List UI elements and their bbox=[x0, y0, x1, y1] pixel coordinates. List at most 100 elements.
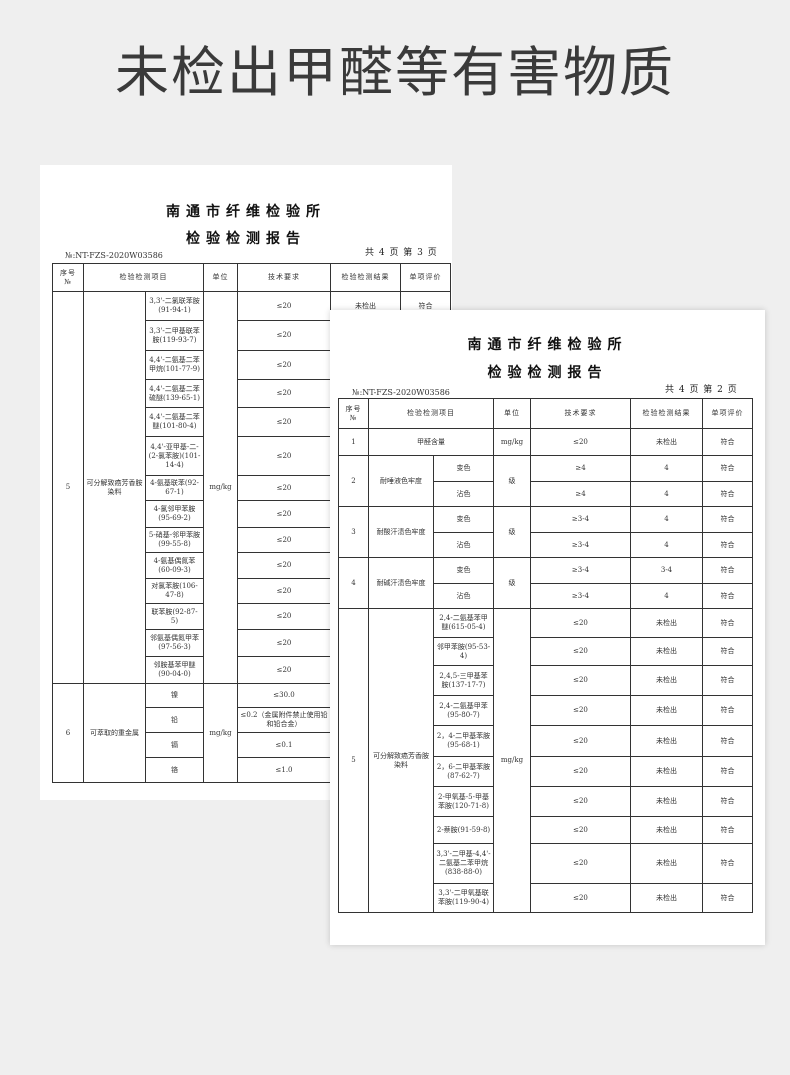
test-subitem-name: 沾色 bbox=[433, 532, 494, 558]
test-subitem-name: 3,3'-二氯联苯胺(91-94-1) bbox=[145, 291, 204, 321]
requirement: ≤1.0 bbox=[237, 757, 331, 783]
item-number: 3 bbox=[338, 506, 369, 558]
col-header-no: 序号 № bbox=[338, 398, 369, 429]
col-header-result: 检验检测结果 bbox=[630, 398, 703, 429]
requirement: ≤20 bbox=[237, 475, 331, 501]
requirement: ≤20 bbox=[237, 578, 331, 604]
requirement: ≤20 bbox=[237, 379, 331, 408]
requirement: ≤20 bbox=[237, 500, 331, 528]
test-subitem-name: 4,4'-亚甲基-二-(2-氯苯胺)(101-14-4) bbox=[145, 436, 204, 476]
test-subitem-name: 变色 bbox=[433, 506, 494, 533]
verdict: 符合 bbox=[702, 583, 753, 609]
requirement: ≤20 bbox=[237, 552, 331, 579]
report-number: №:NT-FZS-2020W03586 bbox=[65, 251, 163, 260]
requirement: ≥4 bbox=[530, 481, 631, 507]
page-count: 共 4 页 第 3 页 bbox=[365, 248, 438, 258]
requirement: ≤20 bbox=[237, 350, 331, 380]
requirement: ≤30.0 bbox=[237, 683, 331, 708]
test-item-name: 耐碱汗渍色牢度 bbox=[368, 557, 434, 609]
col-header-requirement: 技术要求 bbox=[530, 398, 631, 429]
requirement: ≤20 bbox=[237, 656, 331, 684]
verdict: 符合 bbox=[702, 786, 753, 817]
col-header-requirement: 技术要求 bbox=[237, 263, 331, 292]
result: 未检出 bbox=[630, 428, 703, 456]
test-item-name: 耐唾液色牢度 bbox=[368, 455, 434, 507]
requirement: ≤20 bbox=[530, 428, 631, 456]
test-subitem-name: 4-氯邻甲苯胺(95-69-2) bbox=[145, 500, 204, 528]
verdict: 符合 bbox=[702, 637, 753, 666]
page-count: 共 4 页 第 2 页 bbox=[665, 385, 738, 395]
test-subitem-name: 沾色 bbox=[433, 481, 494, 507]
requirement: ≤20 bbox=[530, 756, 631, 787]
verdict: 符合 bbox=[702, 481, 753, 507]
page-headline: 未检出甲醛等有害物质 bbox=[115, 41, 675, 104]
result: 未检出 bbox=[630, 695, 703, 726]
test-item-name: 可分解致癌芳香胺染料 bbox=[83, 291, 146, 684]
result: 未检出 bbox=[630, 883, 703, 913]
report-title: 检验检测报告 bbox=[487, 365, 608, 381]
test-item-name: 耐酸汗渍色牢度 bbox=[368, 506, 434, 558]
test-subitem-name: 变色 bbox=[433, 557, 494, 584]
test-subitem-name: 对氯苯胺(106-47-8) bbox=[145, 578, 204, 604]
requirement: ≤20 bbox=[237, 629, 331, 657]
result: 4 bbox=[630, 481, 703, 507]
test-subitem-name: 邻甲苯胺(95-53-4) bbox=[433, 637, 494, 666]
verdict: 符合 bbox=[702, 506, 753, 533]
table-row: 2-甲氧基-5-甲基苯胺(120-71-8) ≤20 未检出 符合 bbox=[339, 786, 753, 817]
requirement: ≤0.2（金属附件禁止使用铅和铅合金） bbox=[237, 707, 331, 733]
result: 未检出 bbox=[630, 786, 703, 817]
verdict: 符合 bbox=[702, 695, 753, 726]
col-header-result: 检验检测结果 bbox=[330, 263, 401, 292]
requirement: ≤20 bbox=[237, 291, 331, 321]
test-subitem-name: 2-甲氧基-5-甲基苯胺(120-71-8) bbox=[433, 786, 494, 817]
test-subitem-name: 4-氨基联苯(92-67-1) bbox=[145, 475, 204, 501]
test-item-name: 可萃取的重金属 bbox=[83, 683, 146, 783]
item-number: 6 bbox=[52, 683, 84, 783]
test-subitem-name: 2,4,5-三甲基苯胺(137-17-7) bbox=[433, 665, 494, 696]
result: 未检出 bbox=[630, 816, 703, 844]
requirement: ≤0.1 bbox=[237, 732, 331, 758]
requirement: ≤20 bbox=[530, 665, 631, 696]
test-subitem-name: 邻氨基偶氮甲苯(97-56-3) bbox=[145, 629, 204, 657]
header-row: 序号 № 检验检测项目 单位 技术要求 检验检测结果 单项评价 bbox=[338, 398, 753, 429]
verdict: 符合 bbox=[702, 428, 753, 456]
test-subitem-name: 4,4'-二氨基二苯甲烷(101-77-9) bbox=[145, 350, 204, 380]
requirement: ≤20 bbox=[530, 816, 631, 844]
test-subitem-name: 4,4'-二氨基二苯醚(101-80-4) bbox=[145, 407, 204, 437]
verdict: 符合 bbox=[702, 608, 753, 638]
test-subitem-name: 沾色 bbox=[433, 583, 494, 609]
unit: mg/kg bbox=[203, 291, 238, 684]
requirement: ≤20 bbox=[237, 527, 331, 553]
verdict: 符合 bbox=[702, 557, 753, 584]
result: 未检出 bbox=[630, 665, 703, 696]
unit: 级 bbox=[493, 557, 531, 609]
verdict: 符合 bbox=[702, 455, 753, 482]
verdict: 符合 bbox=[702, 843, 753, 884]
test-subitem-name: 2,4-二氨基甲苯(95-80-7) bbox=[433, 695, 494, 726]
table-row: 5 可分解致癌芳香胺染料 2,4-二氨基苯甲醚(615-05-4) mg/kg ≤20 未… bbox=[338, 608, 753, 913]
verdict: 符合 bbox=[702, 665, 753, 696]
test-subitem-name: 3,3'-二甲基联苯胺(119-93-7) bbox=[145, 320, 204, 351]
requirement: ≤20 bbox=[237, 320, 331, 351]
table-row: 2，6-二甲基苯胺(87-62-7) ≤20 未检出 符合 bbox=[339, 756, 753, 787]
requirement: ≤20 bbox=[237, 407, 331, 437]
test-subitem-name: 2，6-二甲基苯胺(87-62-7) bbox=[433, 756, 494, 787]
result: 未检出 bbox=[630, 725, 703, 757]
test-subitem-name: 5-硝基-邻甲苯胺(99-55-8) bbox=[145, 527, 204, 553]
table-row: 4 耐碱汗渍色牢度 变色级 ≥3-4 3-4 符合 bbox=[338, 557, 753, 609]
test-item-name: 可分解致癌芳香胺染料 bbox=[368, 608, 434, 913]
requirement: ≥3-4 bbox=[530, 583, 631, 609]
item-number: 1 bbox=[338, 428, 369, 456]
item-number: 4 bbox=[338, 557, 369, 609]
result: 未检出 bbox=[630, 608, 703, 638]
requirement: ≤20 bbox=[530, 608, 631, 638]
verdict: 符合 bbox=[702, 883, 753, 913]
test-subitem-name: 2-萘胺(91-59-8) bbox=[433, 816, 494, 844]
result: 未检出 bbox=[630, 637, 703, 666]
test-subitem-name: 2，4-二甲基苯胺(95-68-1) bbox=[433, 725, 494, 757]
verdict: 符合 bbox=[702, 756, 753, 787]
unit: mg/kg bbox=[203, 683, 238, 783]
test-subitem-name: 4-氨基偶氮苯(60-09-3) bbox=[145, 552, 204, 579]
table-row: 沾色 ≥4 4 符合 bbox=[339, 481, 753, 507]
results-table: 序号 № 检验检测项目 单位 技术要求 检验检测结果 单项评价 1 甲醛含量 mg/kg ≤20 未… bbox=[338, 398, 753, 913]
